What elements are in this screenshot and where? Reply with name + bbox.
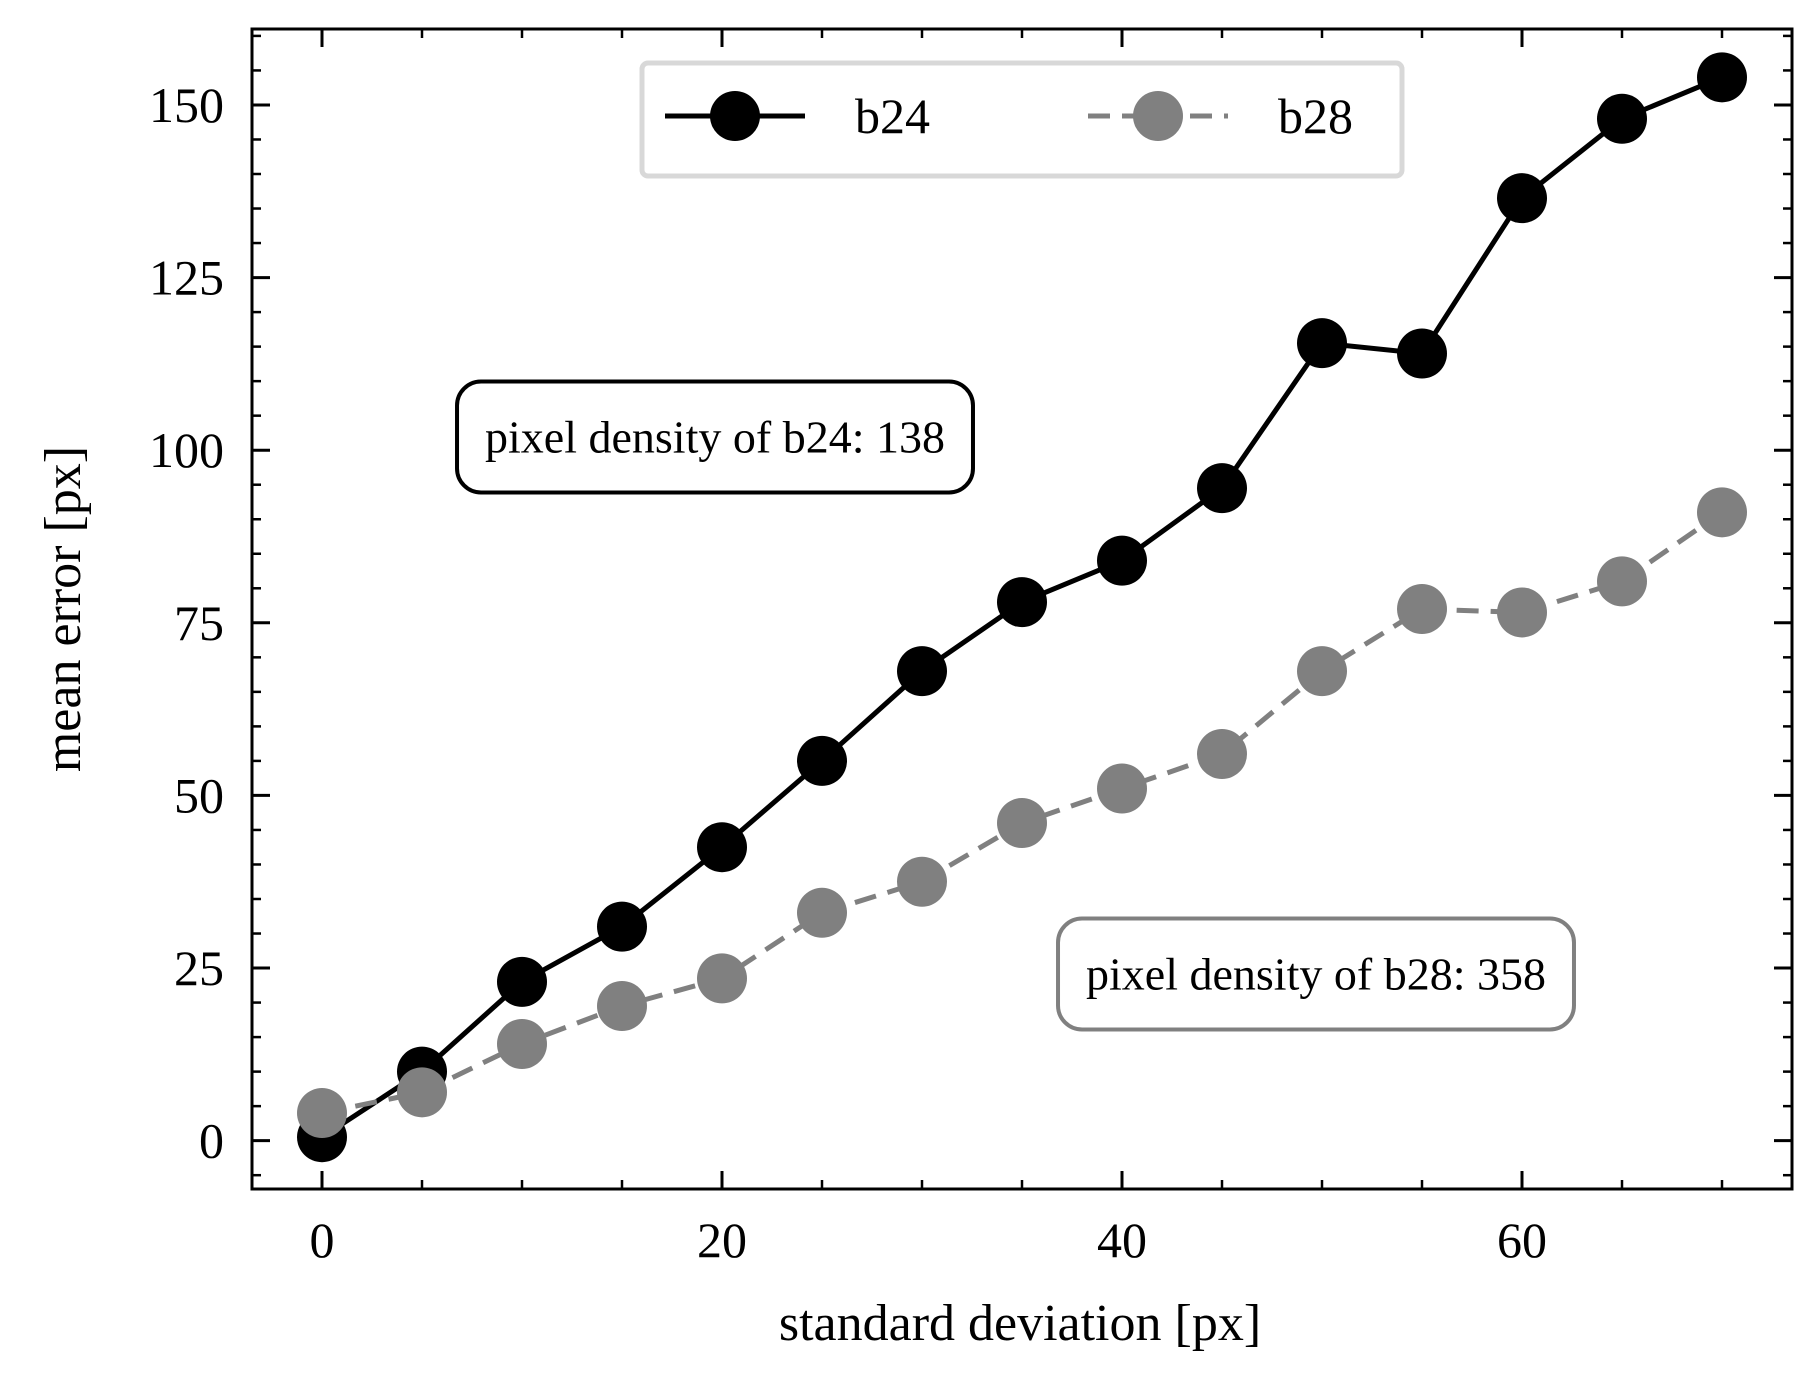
data-point-b24 [597, 901, 647, 952]
annotation-box-b24 [455, 379, 975, 495]
y-tick-label: 75 [174, 595, 224, 651]
data-point-b28 [597, 981, 647, 1032]
y-axis-label: mean error [px] [35, 446, 92, 772]
legend-label-b28: b28 [1278, 88, 1353, 144]
plot-layer [297, 52, 1747, 1163]
data-point-b24 [1297, 318, 1347, 369]
data-point-b24 [797, 735, 847, 786]
legend-marker-b28 [1133, 91, 1183, 141]
data-point-b28 [1097, 763, 1147, 814]
x-tick-label: 40 [1097, 1212, 1147, 1268]
legend-frame [639, 60, 1405, 179]
annotation-layer: pixel density of b24: 138 pixel density … [455, 379, 1576, 1032]
y-tick-label: 0 [199, 1113, 224, 1169]
data-point-b28 [1197, 729, 1247, 779]
tick-layer: 0 20 40 60 0 25 50 75 100 125 150 [149, 29, 1792, 1268]
data-point-b28 [397, 1067, 447, 1118]
data-point-b28 [897, 856, 947, 907]
data-point-b28 [1597, 556, 1647, 607]
legend-label-b24: b24 [855, 88, 930, 144]
x-tick-label: 20 [697, 1212, 747, 1268]
data-point-b24 [1597, 93, 1647, 144]
x-axis-label: standard deviation [px] [779, 1295, 1261, 1352]
data-point-b24 [697, 822, 747, 873]
y-tick-label: 100 [149, 422, 224, 478]
data-point-b24 [1397, 328, 1447, 379]
data-point-b28 [1397, 584, 1447, 634]
annotation-box-b28 [1056, 916, 1576, 1032]
data-point-b24 [1697, 52, 1747, 103]
axes-frame [250, 27, 1794, 1191]
x-tick-label: 0 [310, 1212, 335, 1268]
data-point-b24 [1097, 535, 1147, 586]
data-point-b28 [1297, 646, 1347, 697]
annotation-text-b28: pixel density of b28: 358 [1086, 949, 1546, 1000]
y-tick-label: 125 [149, 250, 224, 306]
data-point-b28 [797, 887, 847, 938]
legend: b24 b28 [639, 60, 1405, 179]
data-point-b24 [897, 646, 947, 697]
data-point-b24 [1197, 463, 1247, 514]
x-tick-label: 60 [1497, 1212, 1547, 1268]
data-point-b24 [997, 577, 1047, 628]
data-point-b28 [697, 953, 747, 1004]
y-tick-label: 25 [174, 940, 224, 996]
data-point-b28 [997, 798, 1047, 849]
data-point-b28 [497, 1019, 547, 1069]
data-point-b24 [497, 956, 547, 1007]
data-point-b24 [1497, 173, 1547, 224]
annotation-text-b24: pixel density of b24: 138 [485, 412, 945, 463]
y-tick-label: 50 [174, 767, 224, 823]
data-point-b28 [1697, 487, 1747, 538]
legend-marker-b24 [710, 91, 760, 141]
data-point-b28 [297, 1088, 347, 1139]
y-tick-label: 150 [149, 77, 224, 133]
data-point-b28 [1497, 587, 1547, 638]
